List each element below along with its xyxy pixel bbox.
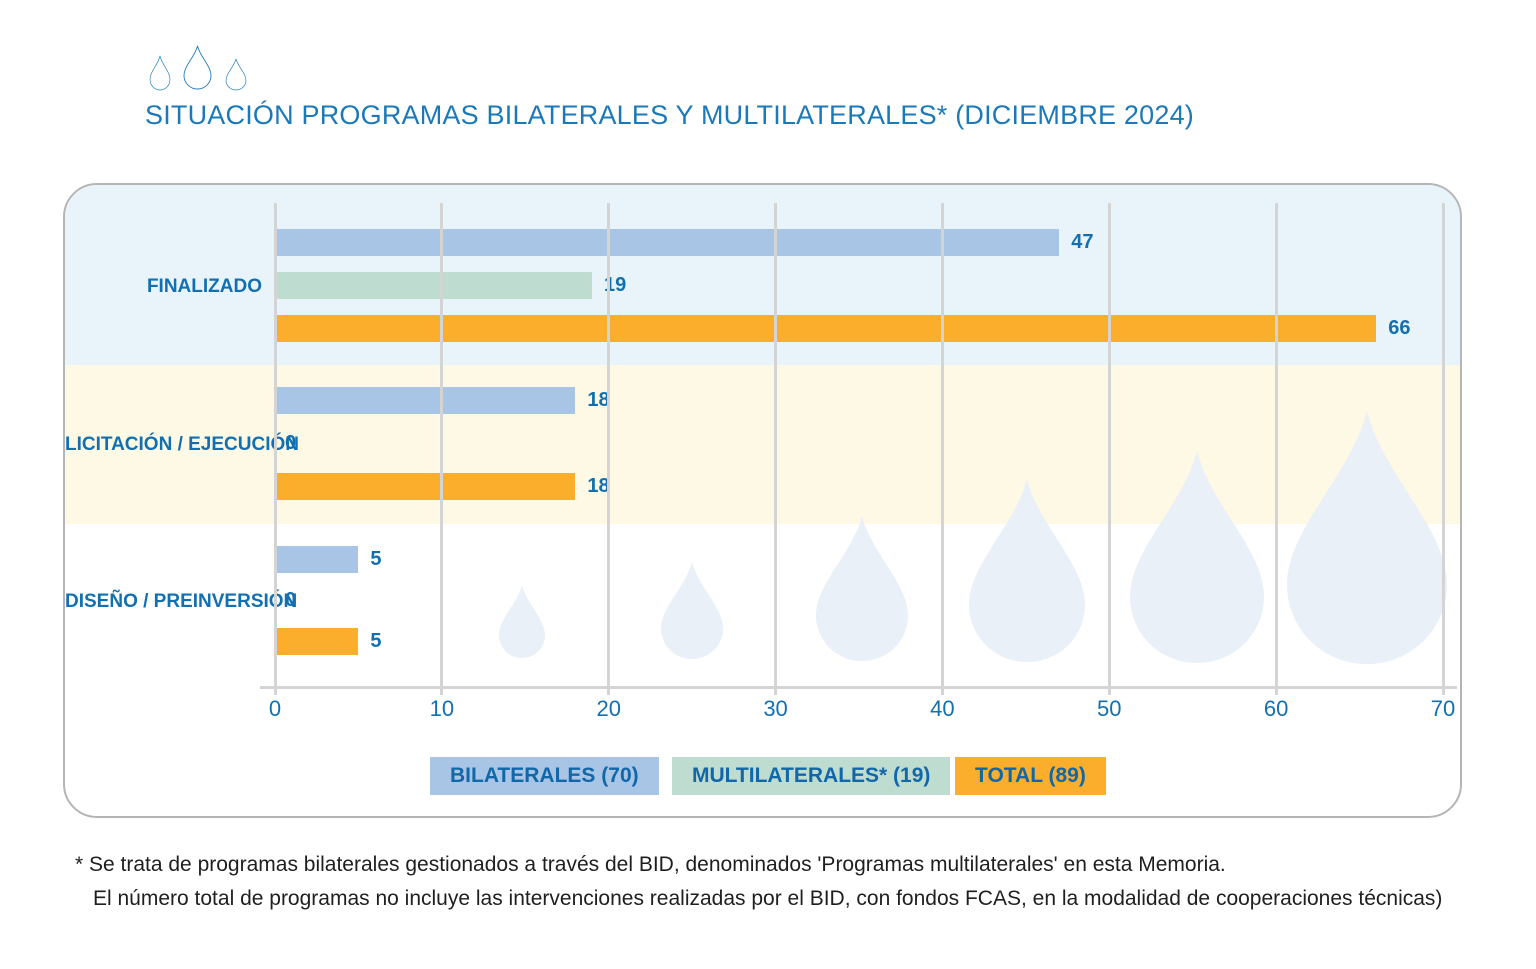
category-label: FINALIZADO (146, 275, 262, 297)
bar-bilaterales (275, 387, 576, 414)
legend-item-multilaterales: MULTILATERALES* (19) (672, 757, 951, 795)
bar-value-label: 18 (587, 389, 610, 411)
category-label: DISEÑO / PREINVERSIÓN (65, 590, 298, 612)
bar-value-label: 47 (1071, 231, 1094, 253)
chart-card: FINALIZADO 47 19 66 LICITACIÓN / EJECUCIÓN 18… (63, 183, 1462, 818)
chart-title: SITUACIÓN PROGRAMAS BILATERALES Y MULTIL… (145, 100, 1194, 130)
category-label: LICITACIÓN / EJECUCIÓN (65, 433, 299, 455)
bar-bilaterales (275, 546, 359, 573)
footnote: * Se trata de programas bilaterales gest… (75, 848, 1442, 916)
bar-value-label: 5 (370, 548, 382, 570)
bar-value-label: 18 (587, 475, 610, 497)
bar-value-label: 19 (604, 274, 627, 296)
bar-total (275, 473, 576, 500)
legend-item-bilaterales: BILATERALES (70) (430, 757, 659, 795)
legend-item-total: TOTAL (89) (955, 757, 1106, 795)
footnote-line-1: * Se trata de programas bilaterales gest… (75, 853, 1226, 876)
bar-value-label: 0 (285, 589, 297, 611)
bar-value-label: 66 (1388, 317, 1411, 339)
bar-bilaterales (275, 229, 1060, 256)
bar-total (275, 315, 1377, 342)
bar-value-label: 5 (370, 630, 382, 652)
plot-area: FINALIZADO 47 19 66 LICITACIÓN / EJECUCIÓN 18… (65, 185, 1460, 816)
footnote-line-2: El número total de programas no incluye … (93, 887, 1443, 910)
water-drops-icon (149, 45, 247, 91)
bar-value-label: 0 (285, 432, 297, 454)
bar-multilaterales (275, 272, 593, 299)
bar-total (275, 628, 359, 655)
